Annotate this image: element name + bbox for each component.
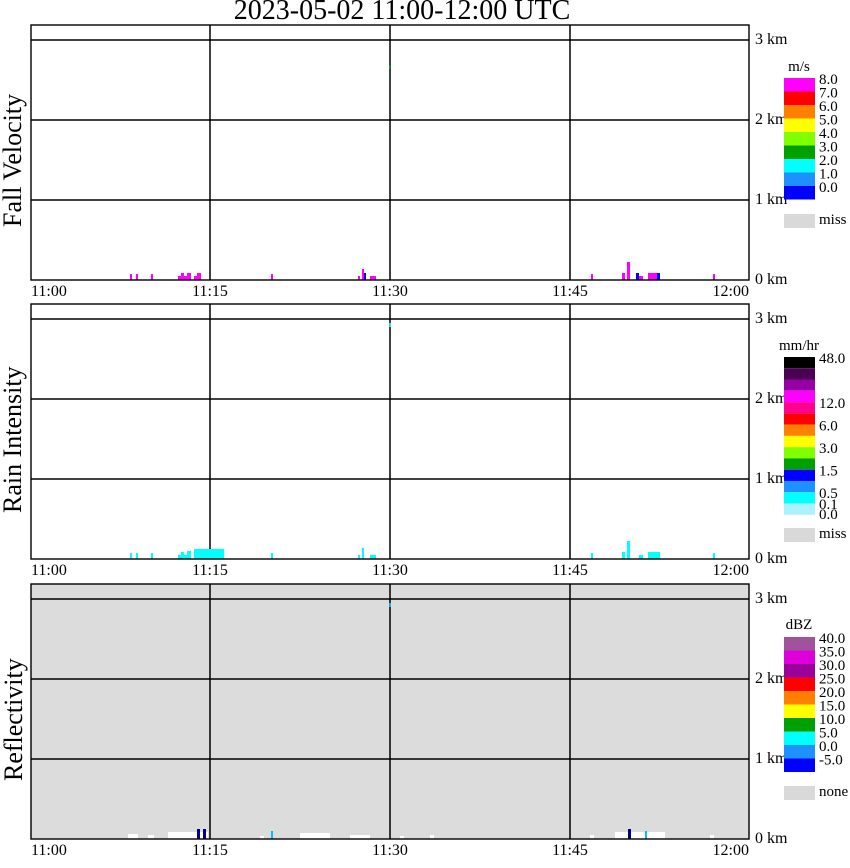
svg-text:1 km: 1 km bbox=[755, 191, 788, 208]
svg-text:0.0: 0.0 bbox=[819, 180, 838, 196]
svg-text:11:30: 11:30 bbox=[372, 562, 408, 579]
svg-text:miss: miss bbox=[819, 212, 847, 228]
svg-text:mm/hr: mm/hr bbox=[779, 338, 819, 354]
svg-text:3 km: 3 km bbox=[755, 590, 788, 607]
svg-text:11:00: 11:00 bbox=[31, 562, 67, 579]
svg-text:miss: miss bbox=[819, 526, 847, 542]
svg-text:2 km: 2 km bbox=[755, 670, 788, 687]
svg-text:m/s: m/s bbox=[788, 59, 810, 75]
svg-text:11:45: 11:45 bbox=[552, 562, 588, 579]
svg-text:48.0: 48.0 bbox=[819, 351, 845, 367]
svg-text:-5.0: -5.0 bbox=[819, 753, 843, 769]
svg-text:dBZ: dBZ bbox=[786, 617, 813, 633]
svg-text:3 km: 3 km bbox=[755, 31, 788, 48]
svg-text:2023-05-02 11:00-12:00 UTC: 2023-05-02 11:00-12:00 UTC bbox=[234, 0, 571, 26]
svg-text:3.0: 3.0 bbox=[819, 441, 838, 457]
svg-text:11:15: 11:15 bbox=[192, 283, 228, 300]
svg-text:11:45: 11:45 bbox=[552, 283, 588, 300]
svg-text:12.0: 12.0 bbox=[819, 396, 845, 412]
svg-text:0 km: 0 km bbox=[755, 830, 788, 847]
svg-text:3 km: 3 km bbox=[755, 310, 788, 327]
svg-text:11:00: 11:00 bbox=[31, 842, 67, 859]
svg-text:0 km: 0 km bbox=[755, 271, 788, 288]
svg-text:11:45: 11:45 bbox=[552, 842, 588, 859]
svg-text:6.0: 6.0 bbox=[819, 419, 838, 435]
svg-text:1 km: 1 km bbox=[755, 470, 788, 487]
svg-text:0.0: 0.0 bbox=[819, 507, 838, 523]
svg-text:none: none bbox=[819, 784, 849, 800]
svg-text:12:00: 12:00 bbox=[713, 842, 749, 859]
svg-text:11:00: 11:00 bbox=[31, 283, 67, 300]
svg-text:1.5: 1.5 bbox=[819, 464, 838, 480]
svg-text:11:30: 11:30 bbox=[372, 842, 408, 859]
svg-text:1 km: 1 km bbox=[755, 750, 788, 767]
svg-text:11:15: 11:15 bbox=[192, 842, 228, 859]
svg-text:0 km: 0 km bbox=[755, 550, 788, 567]
svg-text:2 km: 2 km bbox=[755, 390, 788, 407]
svg-text:11:30: 11:30 bbox=[372, 283, 408, 300]
svg-text:2 km: 2 km bbox=[755, 111, 788, 128]
svg-text:12:00: 12:00 bbox=[713, 562, 749, 579]
svg-text:11:15: 11:15 bbox=[192, 562, 228, 579]
svg-text:12:00: 12:00 bbox=[713, 283, 749, 300]
